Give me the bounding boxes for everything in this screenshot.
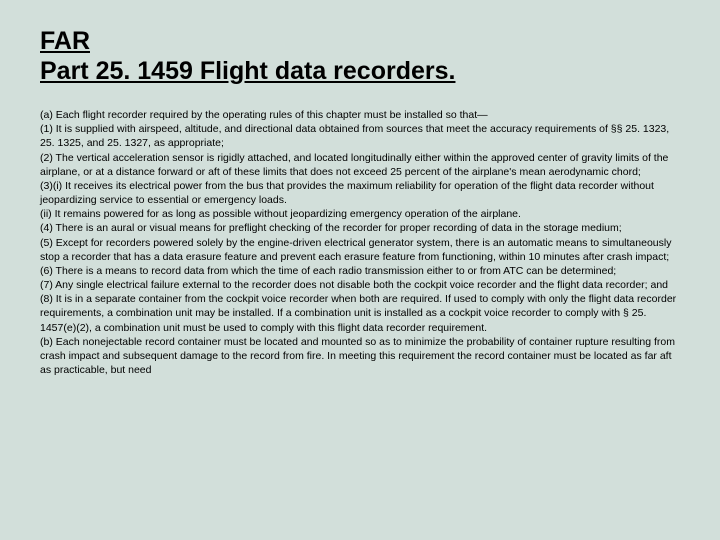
paragraph: (1) It is supplied with airspeed, altitu… (40, 122, 680, 150)
document-page: FAR Part 25. 1459 Flight data recorders.… (0, 0, 720, 397)
title-line-2: Part 25. 1459 Flight data recorders. (40, 57, 455, 85)
paragraph: (a) Each flight recorder required by the… (40, 108, 680, 122)
paragraph: (6) There is a means to record data from… (40, 264, 680, 278)
paragraph: (8) It is in a separate container from t… (40, 292, 680, 335)
paragraph: (5) Except for recorders powered solely … (40, 236, 680, 264)
paragraph: (7) Any single electrical failure extern… (40, 278, 680, 292)
paragraph: (ii) It remains powered for as long as p… (40, 207, 680, 221)
paragraph: (4) There is an aural or visual means fo… (40, 221, 680, 235)
title-line-1: FAR (40, 27, 90, 55)
paragraph: (3)(i) It receives its electrical power … (40, 179, 680, 207)
paragraph: (b) Each nonejectable record container m… (40, 335, 680, 378)
paragraph: (2) The vertical acceleration sensor is … (40, 151, 680, 179)
page-title: FAR Part 25. 1459 Flight data recorders. (40, 26, 680, 86)
body-text: (a) Each flight recorder required by the… (40, 108, 680, 377)
